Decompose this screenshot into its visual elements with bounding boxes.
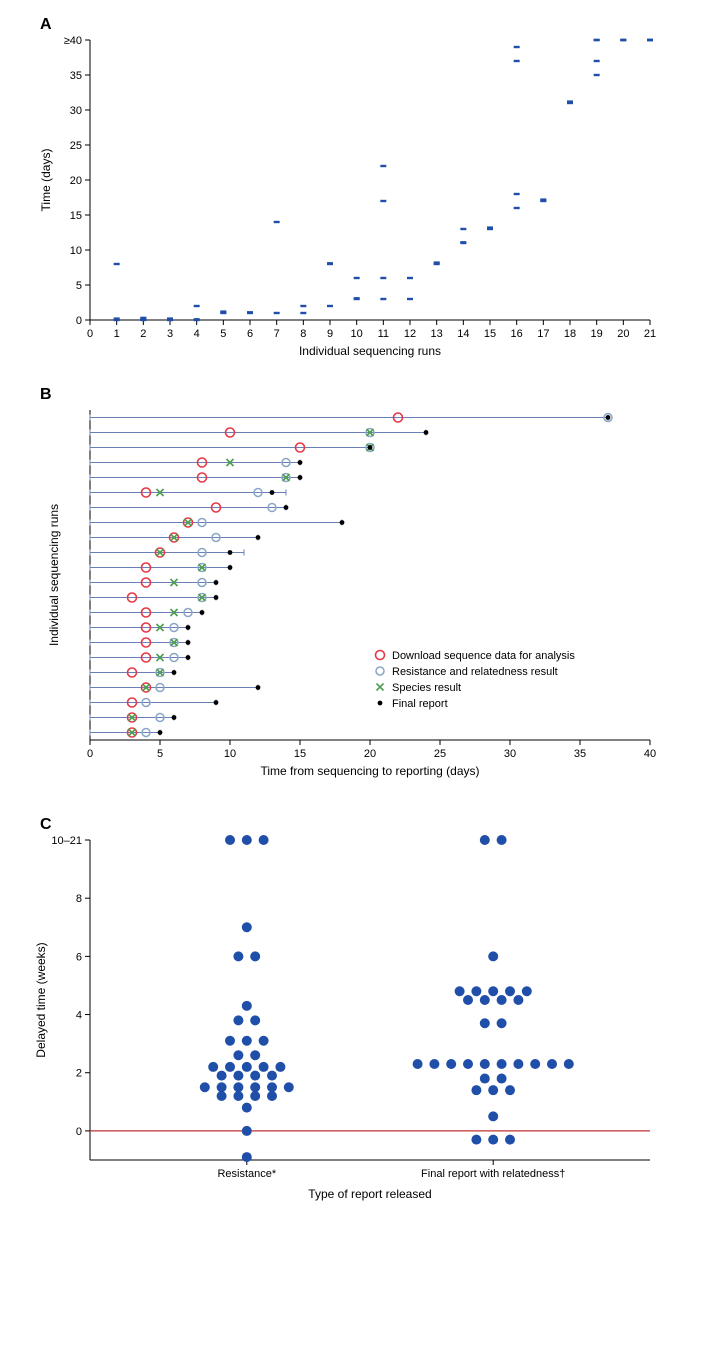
svg-text:18: 18 <box>564 328 576 340</box>
svg-text:12: 12 <box>404 328 416 340</box>
svg-text:17: 17 <box>537 328 549 340</box>
svg-text:Individual sequencing runs: Individual sequencing runs <box>299 344 441 358</box>
svg-text:Individual sequencing runs: Individual sequencing runs <box>47 504 61 646</box>
svg-text:≥40: ≥40 <box>64 35 82 47</box>
panel-a-label: A <box>40 16 52 34</box>
svg-text:Resistance*: Resistance* <box>217 1168 276 1180</box>
svg-text:8: 8 <box>300 328 306 340</box>
svg-text:15: 15 <box>294 748 306 760</box>
svg-text:1: 1 <box>114 328 120 340</box>
svg-text:13: 13 <box>431 328 443 340</box>
svg-text:8: 8 <box>76 893 82 905</box>
svg-text:Resistance and relatedness res: Resistance and relatedness result <box>392 666 558 678</box>
svg-text:Final report: Final report <box>392 698 448 710</box>
svg-text:0: 0 <box>87 328 93 340</box>
svg-text:15: 15 <box>70 210 82 222</box>
svg-text:0: 0 <box>76 1126 82 1138</box>
svg-text:Final report with relatedness†: Final report with relatedness† <box>421 1168 565 1180</box>
svg-text:0: 0 <box>87 748 93 760</box>
panel-b: B 0510152025303540Time from sequencing t… <box>20 390 693 790</box>
svg-text:4: 4 <box>194 328 200 340</box>
svg-text:25: 25 <box>434 748 446 760</box>
svg-text:19: 19 <box>591 328 603 340</box>
svg-text:0: 0 <box>76 315 82 327</box>
svg-text:40: 40 <box>644 748 656 760</box>
panel-c-chart: 0 2 4 6 8 10–21 Resistance* Final report with r… <box>20 820 660 1210</box>
svg-text:14: 14 <box>457 328 469 340</box>
svg-text:5: 5 <box>220 328 226 340</box>
panel-b-label: B <box>40 386 52 404</box>
panel-b-chart: 0 5 10 15 20 25 30 35 40 Time from sequencing to … <box>20 390 660 790</box>
svg-text:10–21: 10–21 <box>51 835 82 847</box>
svg-text:Time from sequencing to report: Time from sequencing to reporting (days) <box>261 764 480 778</box>
svg-text:Type of report released: Type of report released <box>308 1187 431 1201</box>
svg-text:9: 9 <box>327 328 333 340</box>
svg-text:30: 30 <box>504 748 516 760</box>
svg-text:Delayed time (weeks): Delayed time (weeks) <box>34 942 48 1057</box>
svg-text:Download sequence data for ana: Download sequence data for analysis <box>392 650 575 662</box>
panel-c: C 0246810–21Resistance*Final report with… <box>20 820 693 1210</box>
panel-c-label: C <box>40 816 52 834</box>
svg-text:10: 10 <box>224 748 236 760</box>
svg-text:5: 5 <box>157 748 163 760</box>
svg-text:20: 20 <box>70 175 82 187</box>
svg-text:2: 2 <box>140 328 146 340</box>
svg-text:16: 16 <box>511 328 523 340</box>
svg-text:25: 25 <box>70 140 82 152</box>
svg-text:20: 20 <box>364 748 376 760</box>
svg-text:21: 21 <box>644 328 656 340</box>
svg-text:20: 20 <box>617 328 629 340</box>
svg-text:6: 6 <box>76 951 82 963</box>
svg-text:3: 3 <box>167 328 173 340</box>
svg-text:Species result: Species result <box>392 682 461 694</box>
svg-text:10: 10 <box>351 328 363 340</box>
svg-text:5: 5 <box>76 280 82 292</box>
svg-text:7: 7 <box>274 328 280 340</box>
svg-text:10: 10 <box>70 245 82 257</box>
panel-a: A 05101520253035≥40012345678910111213141… <box>20 20 693 360</box>
svg-text:2: 2 <box>76 1068 82 1080</box>
panel-a-chart: 05101520253035≥4001234567891011121314151… <box>20 20 660 360</box>
svg-text:35: 35 <box>574 748 586 760</box>
svg-text:11: 11 <box>378 328 389 340</box>
svg-text:15: 15 <box>484 328 496 340</box>
svg-text:35: 35 <box>70 70 82 82</box>
svg-text:4: 4 <box>76 1010 82 1022</box>
svg-text:6: 6 <box>247 328 253 340</box>
svg-text:Time (days): Time (days) <box>39 149 53 212</box>
svg-text:30: 30 <box>70 105 82 117</box>
